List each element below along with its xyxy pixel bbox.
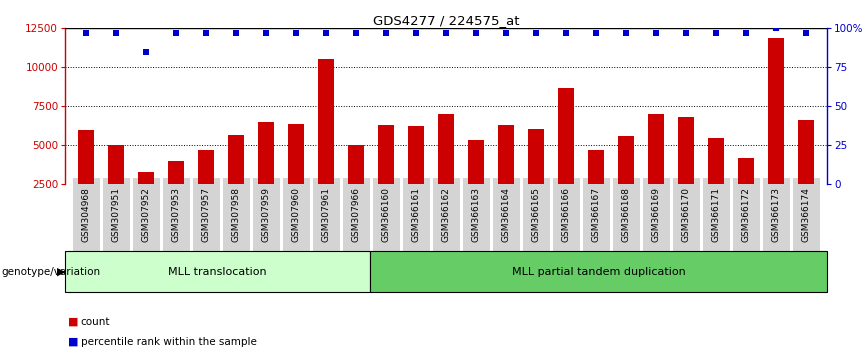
Bar <box>528 129 544 223</box>
Bar <box>738 158 754 223</box>
Point <box>499 30 513 36</box>
Text: MLL translocation: MLL translocation <box>168 267 266 277</box>
Point <box>139 49 153 55</box>
Point <box>470 30 483 36</box>
Bar <box>168 161 184 223</box>
Bar <box>138 172 155 223</box>
Bar <box>558 88 575 223</box>
Bar <box>408 126 424 223</box>
Bar <box>798 120 814 223</box>
Text: genotype/variation: genotype/variation <box>2 267 101 277</box>
Bar <box>228 135 245 223</box>
Point <box>559 30 573 36</box>
Bar <box>708 138 725 223</box>
Point <box>199 30 213 36</box>
Point <box>109 30 123 36</box>
Bar <box>78 130 95 223</box>
Bar <box>498 125 515 223</box>
Point <box>649 30 663 36</box>
Point <box>229 30 243 36</box>
Text: ▶: ▶ <box>57 267 66 277</box>
Point <box>529 30 543 36</box>
Text: ■: ■ <box>68 337 78 347</box>
Bar <box>468 141 484 223</box>
Point <box>409 30 423 36</box>
Text: percentile rank within the sample: percentile rank within the sample <box>81 337 257 347</box>
Title: GDS4277 / 224575_at: GDS4277 / 224575_at <box>373 14 519 27</box>
Point <box>79 30 93 36</box>
Point <box>439 30 453 36</box>
Bar <box>648 114 664 223</box>
Text: count: count <box>81 317 110 327</box>
Point <box>589 30 603 36</box>
Bar <box>768 38 785 223</box>
Bar <box>258 122 274 223</box>
Bar <box>288 124 305 223</box>
Point <box>319 30 333 36</box>
Point <box>799 30 813 36</box>
Text: ■: ■ <box>68 317 78 327</box>
Bar <box>348 145 365 223</box>
Bar <box>588 150 604 223</box>
Bar <box>378 125 394 223</box>
Point <box>709 30 723 36</box>
Point <box>680 30 694 36</box>
Point <box>349 30 363 36</box>
Point <box>619 30 633 36</box>
Bar <box>678 117 694 223</box>
Bar <box>437 114 455 223</box>
Point <box>379 30 393 36</box>
Bar <box>108 145 124 223</box>
Bar <box>198 150 214 223</box>
Bar <box>618 136 635 223</box>
Point <box>169 30 183 36</box>
Point <box>289 30 303 36</box>
Point <box>260 30 273 36</box>
Point <box>740 30 753 36</box>
Point <box>769 25 783 31</box>
Text: MLL partial tandem duplication: MLL partial tandem duplication <box>512 267 686 277</box>
Bar <box>318 59 334 223</box>
